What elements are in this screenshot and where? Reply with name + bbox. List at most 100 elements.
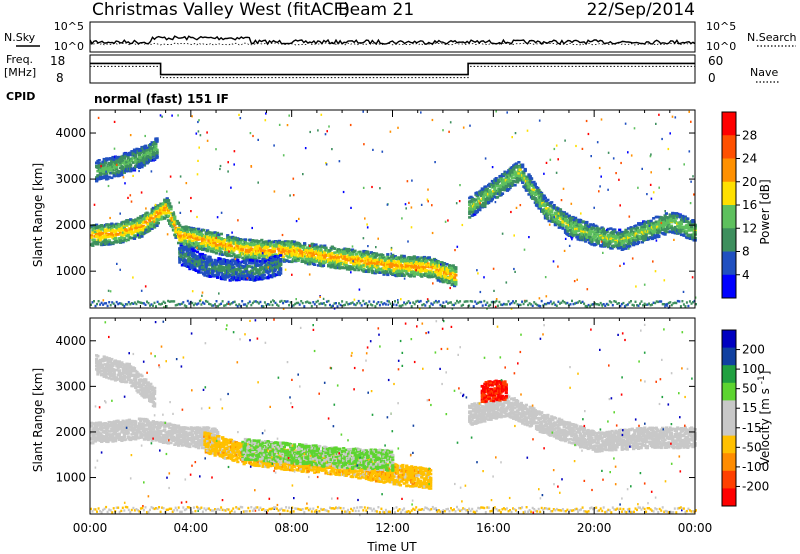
range-gate-cell bbox=[435, 268, 439, 272]
range-gate-cell bbox=[95, 223, 99, 227]
range-gate-cell bbox=[117, 223, 121, 227]
range-gate-cell bbox=[214, 263, 218, 266]
range-gate-cell bbox=[139, 151, 143, 155]
range-gate-cell bbox=[620, 230, 624, 234]
range-gate-cell bbox=[105, 172, 109, 175]
range-gate-cell bbox=[236, 258, 240, 262]
range-gate-cell bbox=[490, 198, 494, 201]
range-gate-cell bbox=[353, 256, 357, 259]
nave-tick-top: 60 bbox=[708, 54, 723, 68]
range-gate-cell bbox=[408, 260, 413, 263]
range-gate-cell bbox=[206, 249, 210, 253]
range-gate-cell bbox=[363, 252, 367, 255]
range-gate-cell bbox=[323, 261, 327, 264]
range-gate-cell bbox=[392, 269, 396, 272]
range-gate-cell bbox=[330, 263, 334, 267]
range-gate-cell bbox=[446, 271, 450, 275]
range-gate-cell bbox=[216, 276, 220, 279]
range-gate-cell bbox=[257, 277, 261, 281]
range-gate-cell bbox=[146, 222, 150, 226]
range-gate-cell bbox=[279, 260, 283, 263]
range-gate-cell bbox=[526, 177, 530, 181]
range-gate-cell bbox=[141, 159, 145, 163]
range-gate-cell bbox=[339, 262, 343, 265]
range-gate-cell bbox=[562, 212, 566, 216]
range-gate-cell bbox=[142, 161, 147, 164]
range-gate-cell bbox=[130, 236, 134, 240]
range-gate-cell bbox=[192, 256, 196, 259]
range-gate-cell bbox=[213, 258, 217, 262]
range-gate-cell bbox=[190, 265, 194, 269]
range-gate-cell bbox=[354, 259, 358, 262]
range-gate-cell bbox=[277, 244, 281, 248]
range-gate-cell bbox=[560, 213, 564, 216]
range-gate-cell bbox=[308, 262, 312, 266]
range-gate-cell bbox=[565, 212, 569, 216]
range-gate-cell bbox=[517, 172, 521, 175]
range-gate-cell bbox=[446, 269, 450, 273]
range-gate-cell bbox=[139, 223, 143, 227]
range-gate-cell bbox=[137, 162, 142, 165]
range-gate-cell bbox=[362, 262, 366, 266]
range-gate-cell bbox=[279, 245, 283, 249]
range-gate-cell bbox=[199, 268, 203, 271]
range-gate-cell bbox=[555, 218, 559, 222]
range-gate-cell bbox=[581, 232, 585, 235]
station-title: Christmas Valley West (fitACF) bbox=[92, 0, 350, 20]
range-gate-cell bbox=[266, 271, 270, 275]
range-gate-cell bbox=[130, 159, 134, 163]
range-gate-cell bbox=[371, 271, 375, 275]
range-gate-cell bbox=[334, 258, 338, 261]
range-gate-cell bbox=[511, 182, 515, 185]
range-gate-cell bbox=[98, 174, 102, 177]
range-gate-cell bbox=[169, 205, 173, 208]
range-gate-cell bbox=[291, 250, 295, 254]
range-gate-cell bbox=[475, 210, 479, 214]
range-gate-cell bbox=[242, 239, 246, 243]
range-gate-cell bbox=[178, 256, 182, 260]
range-gate-cell bbox=[384, 257, 389, 261]
range-gate-cell bbox=[177, 241, 181, 245]
range-gate-cell bbox=[441, 266, 445, 270]
range-gate-cell bbox=[323, 244, 327, 248]
range-gate-cell bbox=[155, 138, 159, 142]
range-gate-cell bbox=[279, 269, 283, 272]
range-gate-cell bbox=[591, 230, 595, 233]
noise-left-tick-top: 10^5 bbox=[54, 20, 84, 33]
range-gate-cell bbox=[145, 149, 149, 152]
range-gate-cell bbox=[100, 162, 104, 166]
range-gate-cell bbox=[623, 232, 627, 235]
range-gate-cell bbox=[188, 260, 192, 263]
range-gate-cell bbox=[275, 273, 279, 276]
range-gate-cell bbox=[236, 274, 240, 278]
range-gate-cell bbox=[541, 199, 545, 202]
range-gate-cell bbox=[277, 252, 281, 255]
range-gate-cell bbox=[238, 261, 242, 265]
range-gate-cell bbox=[613, 228, 617, 232]
range-gate-cell bbox=[199, 262, 203, 266]
range-gate-cell bbox=[184, 263, 188, 266]
range-gate-cell bbox=[106, 235, 110, 239]
range-gate-cell bbox=[367, 270, 371, 274]
range-gate-cell bbox=[430, 259, 434, 262]
range-gate-cell bbox=[217, 236, 221, 240]
range-gate-cell bbox=[132, 148, 137, 152]
range-gate-cell bbox=[216, 274, 220, 278]
range-gate-cell bbox=[267, 270, 271, 273]
range-gate-cell bbox=[190, 239, 194, 243]
range-gate-cell bbox=[217, 273, 221, 276]
range-gate-cell bbox=[507, 188, 511, 191]
range-gate-cell bbox=[262, 273, 266, 277]
range-gate-cell bbox=[590, 242, 594, 246]
range-gate-cell bbox=[124, 154, 128, 158]
range-gate-cell bbox=[529, 194, 534, 197]
range-gate-cell bbox=[194, 241, 198, 244]
range-gate-cell bbox=[125, 161, 129, 164]
range-gate-cell bbox=[613, 244, 617, 247]
range-gate-cell bbox=[633, 240, 637, 244]
range-gate-cell bbox=[403, 262, 407, 265]
range-gate-cell bbox=[192, 228, 196, 231]
range-gate-cell bbox=[110, 232, 114, 235]
range-gate-cell bbox=[290, 240, 294, 243]
range-gate-cell bbox=[286, 244, 290, 247]
